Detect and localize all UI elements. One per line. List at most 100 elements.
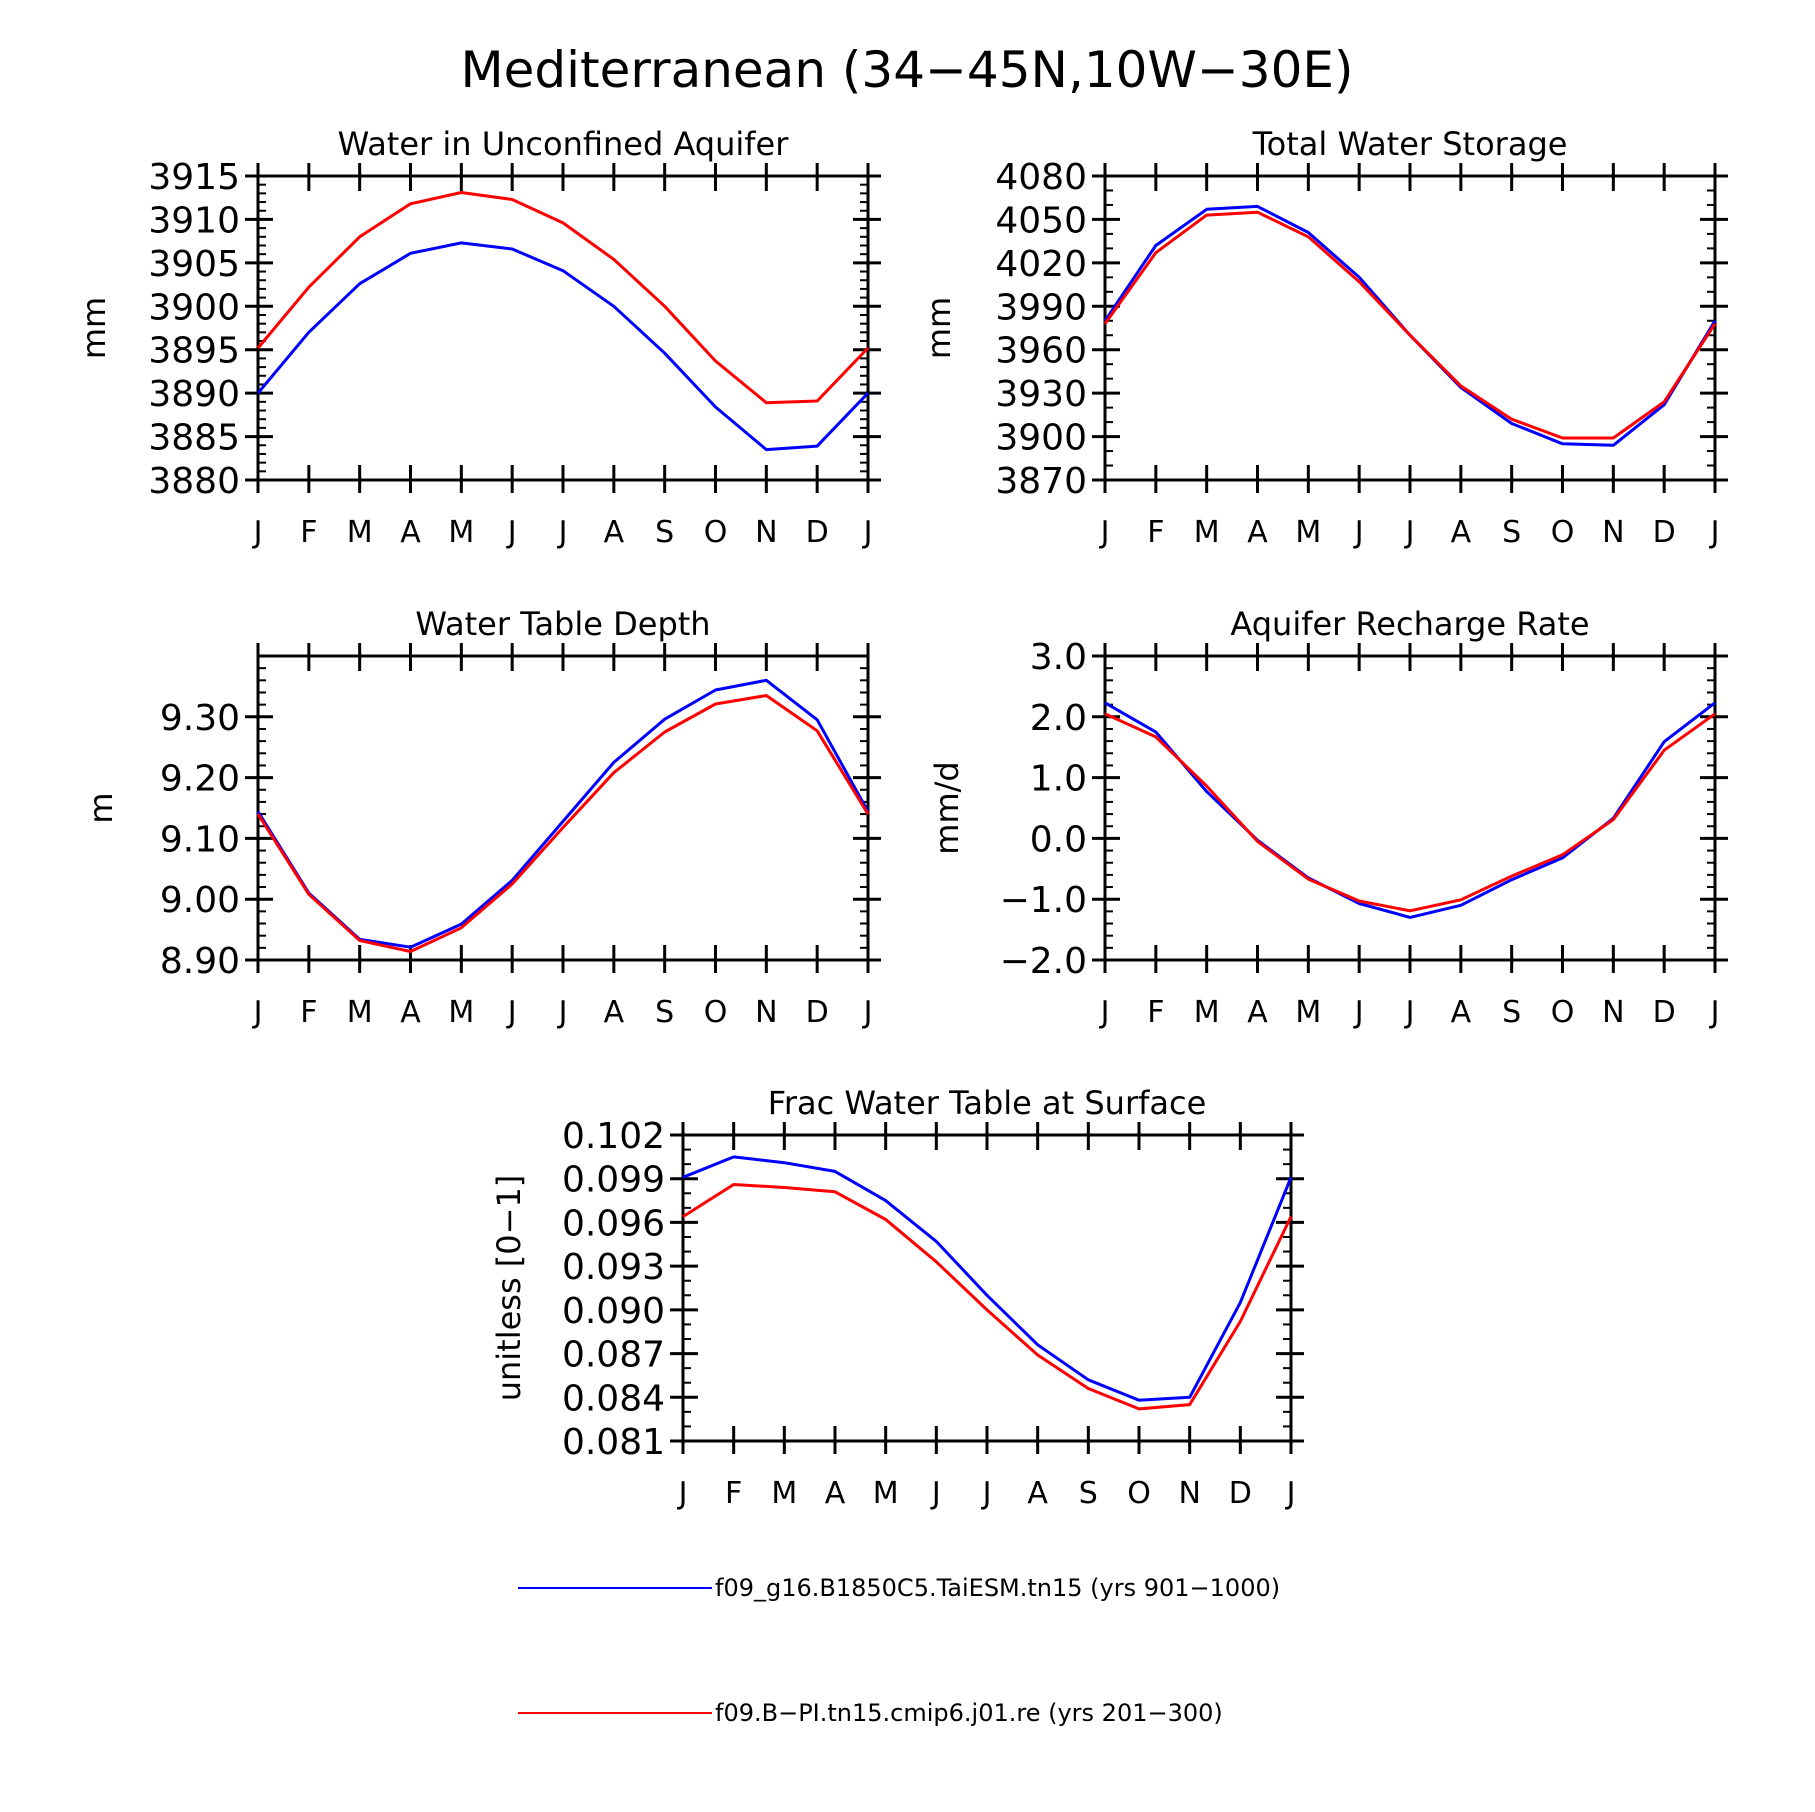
x-tick-label: S <box>1079 1476 1098 1511</box>
x-tick-label: O <box>704 995 728 1030</box>
y-axis-label: m <box>82 792 120 823</box>
series-line-red <box>256 191 870 405</box>
y-tick-label: 3915 <box>148 157 240 198</box>
x-tick-label: F <box>725 1476 742 1511</box>
series-line-blue <box>1104 701 1716 919</box>
chart-panel-4: −2.0−1.00.01.02.03.0J F M A M J J A S O N D JAquifer… <box>928 605 1728 1030</box>
series-line-blue <box>256 241 870 452</box>
y-tick-label: 3905 <box>148 244 240 285</box>
series-line-blue <box>682 1155 1293 1402</box>
x-tick-label: J <box>981 1476 992 1511</box>
x-tick-label: S <box>655 995 674 1030</box>
series-line-red <box>1104 712 1716 913</box>
x-tick-label: S <box>1502 995 1521 1030</box>
y-tick-label: 0.0 <box>1030 819 1087 860</box>
panel-title: Aquifer Recharge Rate <box>1230 605 1589 643</box>
y-tick-label: 0.090 <box>562 1291 665 1332</box>
y-tick-label: 3910 <box>148 200 240 241</box>
series-line-red <box>1103 210 1717 440</box>
y-tick-label: 0.084 <box>562 1378 665 1419</box>
x-tick-label: J <box>1709 515 1720 550</box>
y-tick-label: 9.20 <box>160 759 240 800</box>
chart-panel-5: 0.0810.0840.0870.0900.0930.0960.0990.102… <box>490 1084 1304 1511</box>
x-tick-label: A <box>1451 995 1472 1030</box>
y-axis-label: unitless [0−1] <box>490 1175 528 1402</box>
y-tick-label: 1.0 <box>1030 759 1087 800</box>
y-axis-label: mm <box>920 297 958 359</box>
x-tick-label: J <box>252 515 263 550</box>
y-tick-label: 4050 <box>995 200 1087 241</box>
x-tick-label: M <box>873 1476 899 1511</box>
x-tick-label: O <box>1127 1476 1151 1511</box>
x-tick-label: F <box>1147 995 1164 1030</box>
y-axis-label: mm <box>75 297 113 359</box>
x-tick-label: J <box>862 515 873 550</box>
y-tick-label: 3900 <box>995 418 1087 459</box>
plot-frame <box>681 1133 1293 1443</box>
x-tick-label: J <box>506 995 517 1030</box>
y-tick-label: 0.102 <box>562 1116 665 1157</box>
legend-label-series-1: f09_g16.B1850C5.TaiESM.tn15 (yrs 901−100… <box>715 1574 1280 1602</box>
x-tick-label: M <box>771 1476 797 1511</box>
x-tick-label: A <box>400 995 421 1030</box>
y-tick-label: 3885 <box>148 418 240 459</box>
x-tick-label: A <box>1247 995 1268 1030</box>
x-tick-label: N <box>755 995 777 1030</box>
y-tick-label: 0.096 <box>562 1203 665 1244</box>
x-tick-label: J <box>1404 995 1415 1030</box>
y-tick-label: 3960 <box>995 331 1087 372</box>
x-tick-label: O <box>704 515 728 550</box>
x-tick-label: D <box>1653 515 1676 550</box>
x-tick-label: S <box>1502 515 1521 550</box>
x-tick-label: O <box>1551 995 1575 1030</box>
legend-label-series-2: f09.B−PI.tn15.cmip6.j01.re (yrs 201−300) <box>715 1699 1223 1727</box>
panel-title: Water in Unconfined Aquifer <box>338 125 790 163</box>
y-tick-label: 0.087 <box>562 1335 665 1376</box>
x-tick-label: J <box>252 995 263 1030</box>
y-tick-label: 3990 <box>995 287 1087 328</box>
x-tick-label: A <box>1451 515 1472 550</box>
x-tick-label: J <box>557 995 568 1030</box>
x-tick-label: M <box>1295 515 1321 550</box>
x-tick-label: J <box>1709 995 1720 1030</box>
x-tick-label: O <box>1551 515 1575 550</box>
x-tick-label: J <box>1099 995 1110 1030</box>
y-tick-label: 9.00 <box>160 880 240 921</box>
x-tick-label: A <box>1247 515 1268 550</box>
x-tick-label: J <box>1099 515 1110 550</box>
y-tick-label: 4080 <box>995 157 1087 198</box>
y-tick-label: 3895 <box>148 331 240 372</box>
y-tick-label: −1.0 <box>1000 880 1087 921</box>
y-tick-label: 0.093 <box>562 1247 665 1288</box>
x-tick-label: N <box>1602 995 1624 1030</box>
y-tick-label: 9.30 <box>160 698 240 739</box>
y-tick-label: 3900 <box>148 287 240 328</box>
x-tick-label: D <box>806 995 829 1030</box>
x-tick-label: M <box>347 995 373 1030</box>
x-tick-label: M <box>448 995 474 1030</box>
x-tick-label: J <box>1353 995 1364 1030</box>
x-tick-label: M <box>448 515 474 550</box>
x-tick-label: J <box>677 1476 688 1511</box>
y-tick-label: −2.0 <box>1000 941 1087 982</box>
y-tick-label: 3890 <box>148 374 240 415</box>
y-tick-label: 8.90 <box>160 941 240 982</box>
y-tick-label: 2.0 <box>1030 698 1087 739</box>
x-tick-label: N <box>1178 1476 1200 1511</box>
series-line-red <box>256 694 870 953</box>
legend: f09_g16.B1850C5.TaiESM.tn15 (yrs 901−100… <box>518 1574 1280 1727</box>
x-tick-label: F <box>1147 515 1164 550</box>
x-tick-label: J <box>506 515 517 550</box>
x-tick-label: F <box>300 515 317 550</box>
x-tick-label: M <box>1194 515 1220 550</box>
x-tick-label: J <box>862 995 873 1030</box>
x-tick-label: S <box>655 515 674 550</box>
y-tick-label: 0.099 <box>562 1160 665 1201</box>
y-tick-label: 0.081 <box>562 1422 665 1463</box>
panel-title: Frac Water Table at Surface <box>768 1084 1207 1122</box>
x-tick-label: N <box>755 515 777 550</box>
